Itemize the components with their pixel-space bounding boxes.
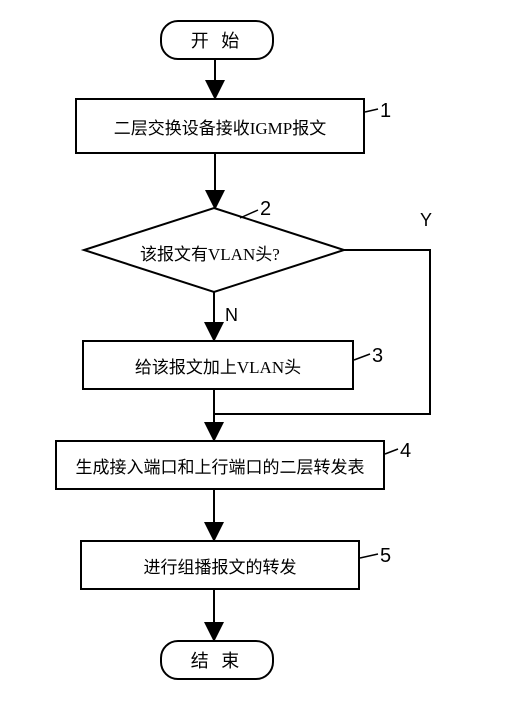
start-label: 开 始 xyxy=(191,27,244,53)
edge-label-n: N xyxy=(225,305,238,326)
step-num-1: 1 xyxy=(380,100,391,123)
lead-3 xyxy=(354,354,370,360)
lead-1 xyxy=(365,109,378,112)
process-4-label: 生成接入端口和上行端口的二层转发表 xyxy=(76,453,365,478)
end-label: 结 束 xyxy=(191,647,244,673)
process-1: 二层交换设备接收IGMP报文 xyxy=(75,98,365,154)
decision-label: 该报文有VLAN头? xyxy=(140,240,280,265)
step-num-2: 2 xyxy=(260,198,271,221)
lead-5 xyxy=(360,554,378,558)
step-num-4: 4 xyxy=(400,440,411,463)
edge-label-y: Y xyxy=(420,210,432,231)
lead-4 xyxy=(385,449,398,454)
process-3: 给该报文加上VLAN头 xyxy=(82,340,354,390)
end-node: 结 束 xyxy=(160,640,274,680)
step-num-3: 3 xyxy=(372,345,383,368)
start-node: 开 始 xyxy=(160,20,274,60)
process-4: 生成接入端口和上行端口的二层转发表 xyxy=(55,440,385,490)
process-3-label: 给该报文加上VLAN头 xyxy=(135,353,301,378)
process-5: 进行组播报文的转发 xyxy=(80,540,360,590)
process-5-label: 进行组播报文的转发 xyxy=(144,553,297,578)
lead-2 xyxy=(240,210,258,218)
process-1-label: 二层交换设备接收IGMP报文 xyxy=(114,114,327,139)
step-num-5: 5 xyxy=(380,545,391,568)
